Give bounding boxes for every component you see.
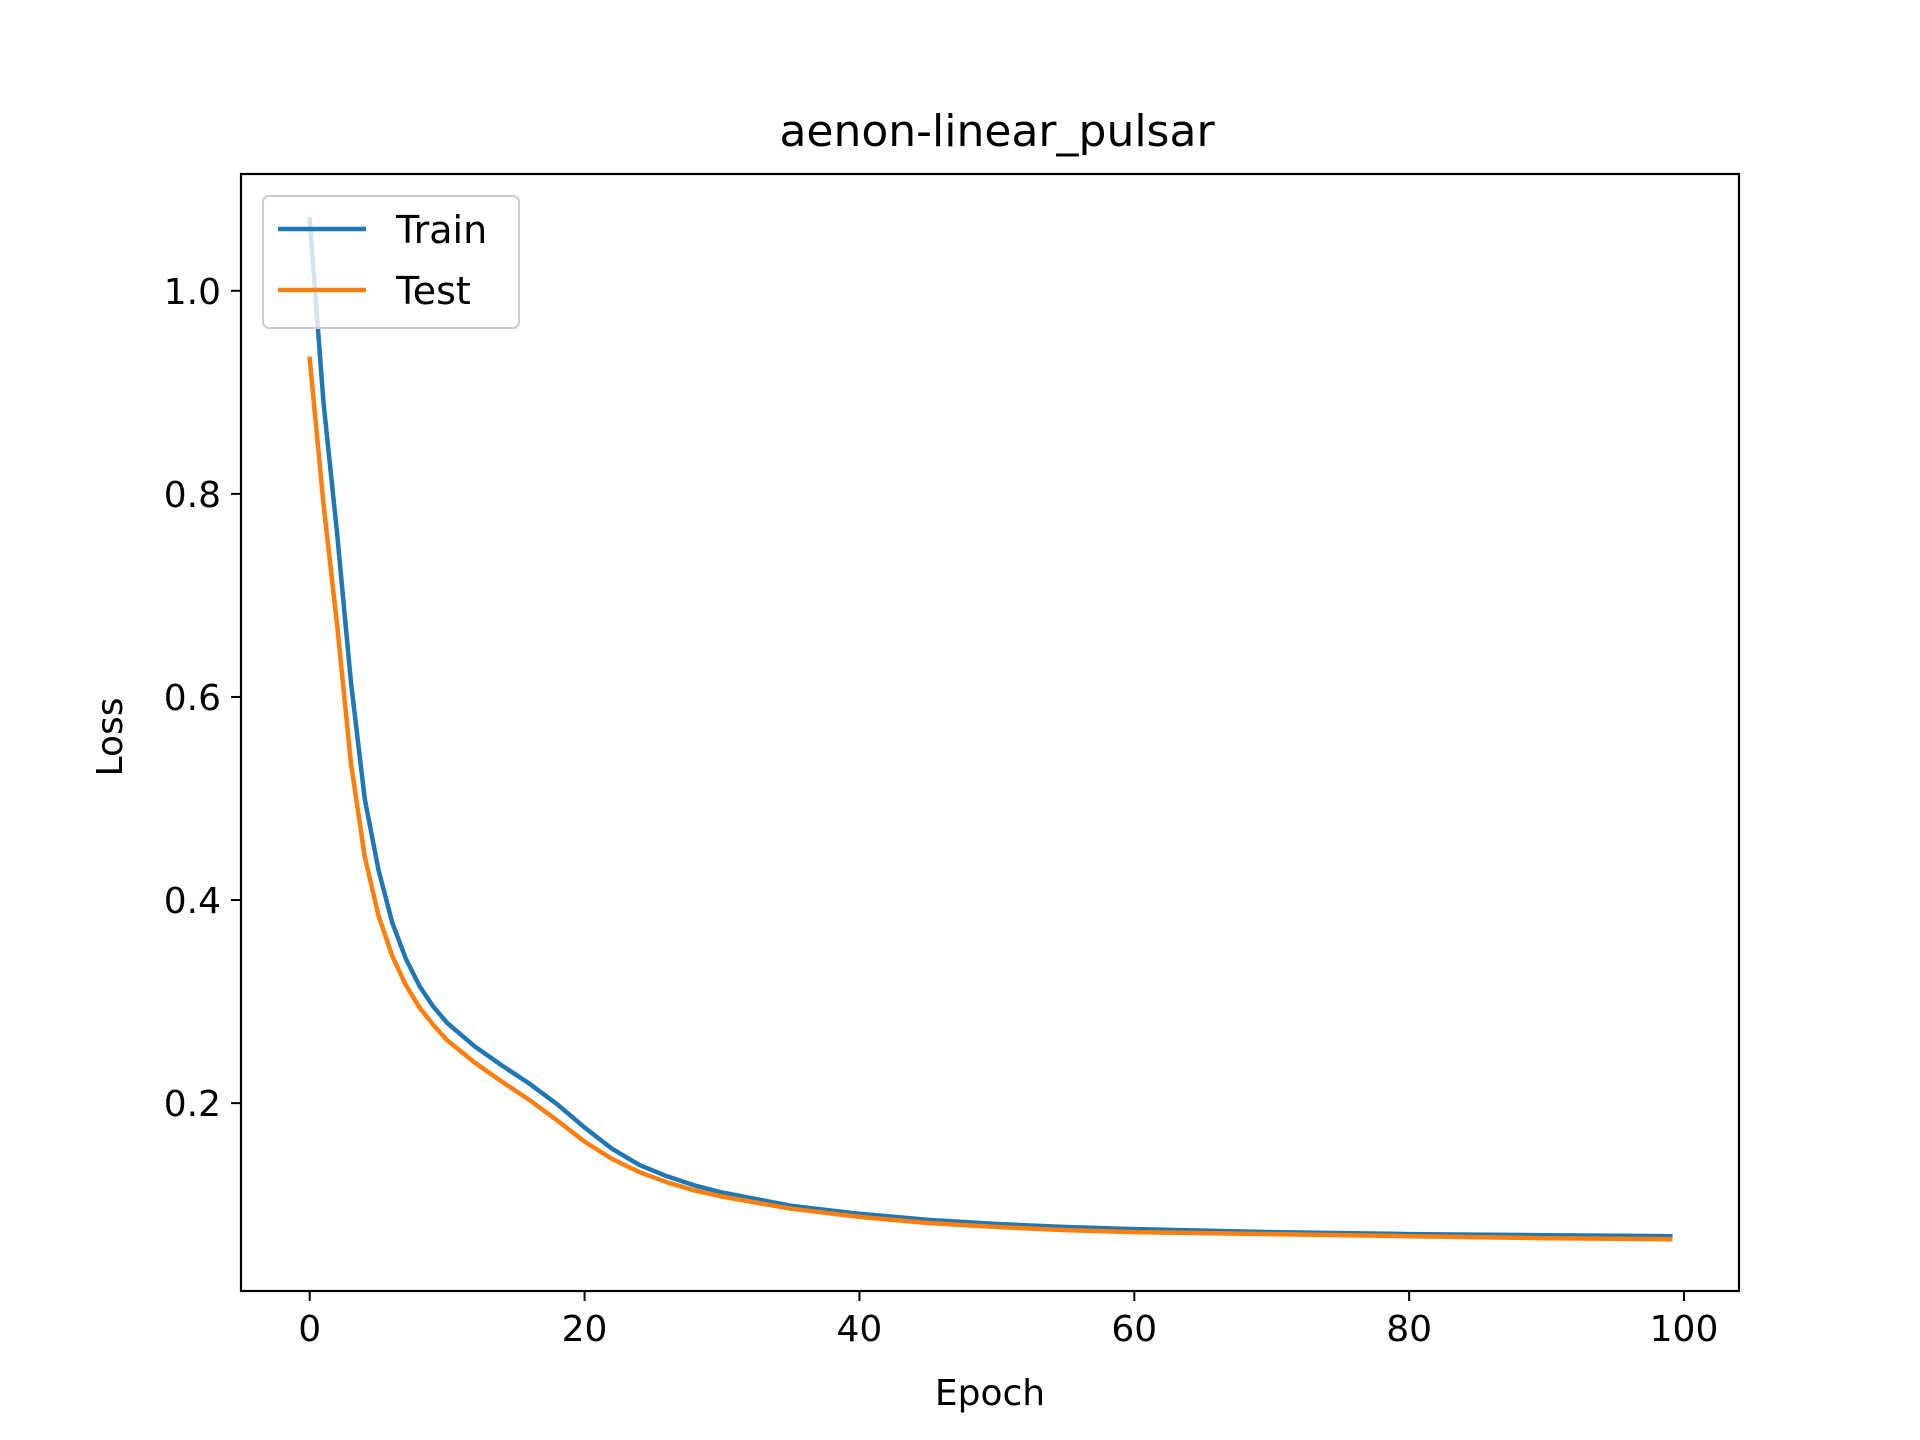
plot-frame xyxy=(239,172,1741,1293)
y-tick-label: 1.0 xyxy=(164,272,221,313)
x-tick-label: 100 xyxy=(1650,1309,1719,1350)
y-tick-label: 0.4 xyxy=(164,881,221,922)
x-tick-label: 0 xyxy=(298,1309,321,1350)
chart-title: aenon-linear_pulsar xyxy=(779,106,1215,157)
y-axis-ticks: 0.2 0.4 0.6 0.8 1.0 xyxy=(164,272,241,1125)
x-tick-label: 20 xyxy=(562,1309,608,1350)
y-tick-label: 0.8 xyxy=(164,475,221,516)
series-line-test xyxy=(307,356,1673,1242)
series-line-train xyxy=(307,217,1673,1239)
y-tick-label: 0.6 xyxy=(164,678,221,719)
x-tick-label: 60 xyxy=(1111,1309,1157,1350)
y-tick-label: 0.2 xyxy=(164,1084,221,1125)
x-axis-ticks: 0 20 40 60 80 100 xyxy=(298,1291,1718,1350)
series-lines xyxy=(307,217,1673,1242)
legend: Train Test xyxy=(262,195,520,329)
y-axis-label: Loss xyxy=(90,698,131,777)
legend-label-train: Train xyxy=(395,208,487,252)
plot-area xyxy=(241,174,1739,1291)
x-tick-label: 80 xyxy=(1386,1309,1432,1350)
x-tick-label: 40 xyxy=(837,1309,883,1350)
legend-label-test: Test xyxy=(395,269,471,313)
x-axis-label: Epoch xyxy=(935,1373,1045,1414)
